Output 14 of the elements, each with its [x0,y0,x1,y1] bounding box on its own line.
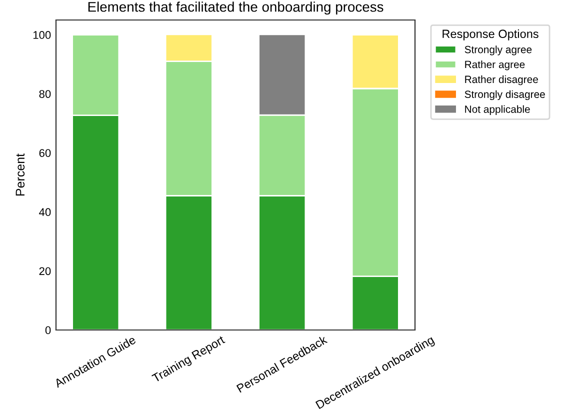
legend-label: Strongly agree [464,46,532,56]
legend-label: Rather disagree [465,75,538,86]
legend-label: Strongly disagree [464,90,545,100]
y-axis-title: Percent [16,154,25,196]
y-tick-label: 100 [33,31,51,39]
legend-label: Not applicable [465,105,530,115]
chart-title: Elements that facilitated the onboarding process [88,2,384,15]
y-tick-label: 60 [39,149,51,157]
y-tick-label: 80 [39,90,51,98]
y-tick-label: 20 [39,267,51,276]
y-tick-label: 0 [45,326,51,334]
legend-title: Response Options [442,29,538,40]
y-tick-label: 40 [39,208,51,216]
legend-label: Rather agree [465,60,525,70]
